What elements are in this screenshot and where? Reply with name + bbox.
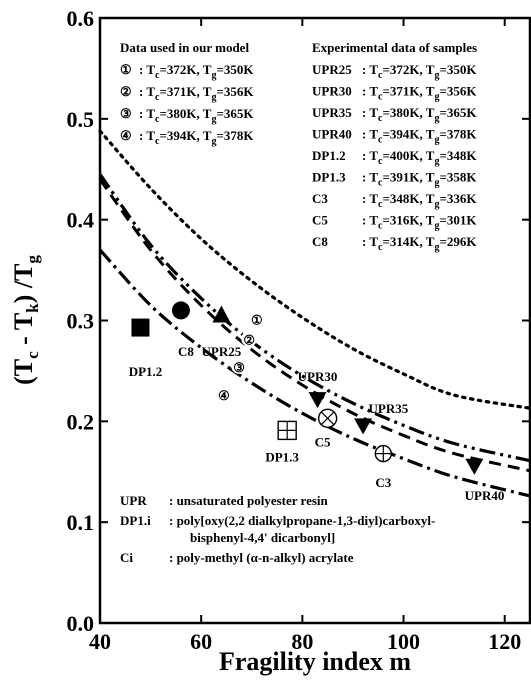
legend-exp-row: : Tc=316K, Tg=301K: [362, 213, 477, 232]
y-tick-label: 0.2: [67, 409, 95, 434]
curve-labels: ① ② ③④: [215, 310, 265, 403]
point-c5: [317, 408, 338, 429]
point-label-upr30: UPR30: [298, 369, 338, 384]
legend-exp-name: UPR40: [312, 127, 352, 142]
x-axis: 40 60 80 100 120: [89, 18, 521, 654]
curve-2: [98, 173, 531, 463]
point-label-upr40: UPR40: [465, 488, 505, 503]
point-c8: [171, 301, 190, 320]
legend-model-row: : Tc=380K, Tg=365K: [139, 106, 254, 125]
legend-exp-name: DP1.2: [312, 148, 346, 163]
legend-model-row: : Tc=372K, Tg=350K: [139, 62, 254, 81]
point-label-c5: C5: [315, 435, 331, 450]
legend-model: Data used in our model ① : Tc=372K, Tg=35…: [120, 40, 254, 147]
y-tick-label: 0.4: [67, 208, 95, 233]
annotation-desc: : unsaturated polyester resin: [169, 493, 329, 508]
model-curves: [98, 129, 531, 498]
y-axis-title: (Tc - Tk) /Tg: [9, 255, 42, 385]
x-tick-label: 100: [387, 629, 420, 654]
legend-experimental: Experimental data of samples UPR25 : Tc=3…: [312, 40, 477, 253]
point-dp1-2: [131, 318, 150, 337]
point-label-dp1-3: DP1.3: [265, 450, 299, 465]
legend-exp-name: C8: [312, 234, 328, 249]
y-tick-label: 0.6: [67, 6, 95, 31]
point-upr35: [354, 418, 373, 435]
annotation-desc: : poly[oxy(2,2 dialkylpropane-1,3-diyl)c…: [169, 513, 435, 528]
y-tick-label: 0.5: [67, 107, 95, 132]
point-upr30: [308, 392, 327, 409]
legend-exp-row: : Tc=371K, Tg=356K: [362, 84, 477, 103]
legend-exp-name: UPR25: [312, 62, 352, 77]
curve-label-1: ①: [251, 312, 263, 327]
curve-label-bg: [248, 310, 265, 327]
point-labels: UPR25 UPR30 UPR35 UPR40 DP1.2 DP1.3 C8 C5 C3: [129, 344, 505, 503]
annotation-desc: bisphenyl-4,4' dicarbonyl]: [190, 530, 335, 545]
y-tick-label: 0.0: [67, 611, 95, 636]
legend-exp-row: : Tc=380K, Tg=365K: [362, 105, 477, 124]
data-points: [131, 301, 484, 475]
curve-label-bg: [231, 357, 248, 374]
x-tick-label: 120: [488, 629, 521, 654]
legend-model-num: ②: [120, 84, 132, 99]
legend-experimental-title: Experimental data of samples: [312, 40, 477, 55]
legend-exp-row: : Tc=314K, Tg=296K: [362, 234, 477, 253]
legend-exp-row: : Tc=394K, Tg=378K: [362, 127, 477, 146]
curve-label-2: ②: [243, 333, 255, 348]
point-upr25: [212, 305, 231, 323]
y-tick-label: 0.3: [67, 309, 95, 334]
x-tick-label: 40: [89, 629, 111, 654]
point-label-dp1-2: DP1.2: [129, 364, 163, 379]
point-label-c8: C8: [178, 344, 194, 359]
y-tick-label: 0.1: [67, 510, 95, 535]
point-label-upr35: UPR35: [368, 401, 408, 416]
legend-exp-row: : Tc=372K, Tg=350K: [362, 62, 477, 81]
point-dp1-3: [277, 420, 297, 441]
x-tick-label: 60: [190, 629, 212, 654]
curve-label-4: ④: [218, 388, 230, 403]
legend-exp-name: UPR30: [312, 84, 352, 99]
legend-model-title: Data used in our model: [120, 40, 249, 55]
legend-exp-name: C3: [312, 191, 328, 206]
curve-3: [98, 178, 531, 473]
x-tick-label: 80: [291, 629, 313, 654]
annotation-desc: : poly-methyl (α-n-alkyl) acrylate: [169, 550, 354, 565]
legend-exp-row: : Tc=391K, Tg=358K: [362, 170, 477, 189]
legend-model-num: ④: [120, 128, 132, 143]
curve-label-3: ③: [233, 360, 245, 375]
legend-exp-name: UPR35: [312, 105, 352, 120]
legend-exp-row: : Tc=348K, Tg=336K: [362, 191, 477, 210]
legend-exp-name: DP1.3: [312, 170, 346, 185]
legend-model-num: ③: [120, 106, 132, 121]
x-axis-title: Fragility index m: [219, 647, 411, 676]
legend-exp-row: : Tc=400K, Tg=348K: [362, 148, 477, 167]
curve-label-bg: [215, 386, 232, 403]
point-upr40: [465, 458, 484, 475]
point-c3: [374, 444, 392, 463]
annotation-abbr: DP1.i: [120, 513, 151, 528]
point-label-c3: C3: [375, 475, 391, 490]
annotation-abbr: UPR: [120, 493, 147, 508]
legend-model-num: ①: [120, 62, 132, 77]
curve-label-bg: [241, 330, 258, 347]
y-axis: 0.0 0.1 0.2 0.3 0.4 0.5 0.6: [67, 6, 530, 636]
legend-model-row: : Tc=394K, Tg=378K: [139, 128, 254, 147]
annotation-abbr: Ci: [120, 550, 133, 565]
curve-4: [98, 248, 531, 498]
point-label-upr25: UPR25: [202, 344, 242, 359]
legend-model-row: : Tc=371K, Tg=356K: [139, 84, 254, 103]
curve-1: [98, 129, 531, 410]
legend-exp-name: C5: [312, 213, 328, 228]
annotations: UPR : unsaturated polyester resin DP1.i : p…: [120, 493, 435, 565]
